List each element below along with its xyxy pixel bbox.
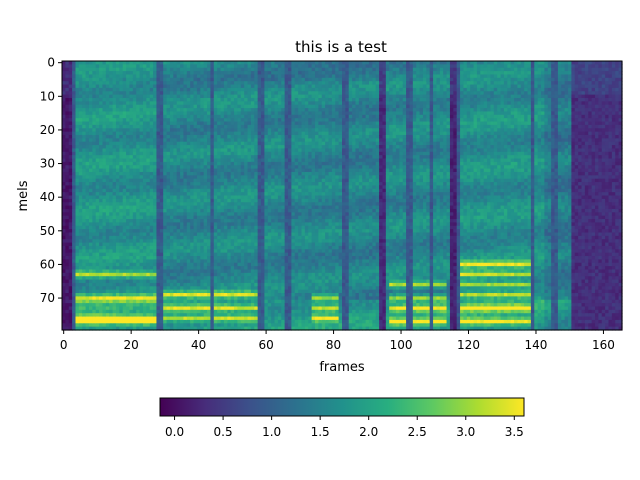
plot-frame [61,60,623,331]
y-tick-label: 60 [40,257,55,271]
x-tick-label: 100 [390,338,413,352]
colorbar [159,397,525,417]
y-tick-label: 10 [40,89,55,103]
y-tick-label: 0 [47,56,55,70]
colorbar-tick-label: 1.0 [262,425,281,439]
x-tick-label: 0 [60,338,68,352]
y-tick-label: 20 [40,123,55,137]
y-axis-label: mels [16,180,31,211]
x-axis-label: frames [319,360,365,375]
y-tick-label: 40 [40,190,55,204]
colorbar-tick-label: 0.0 [165,425,184,439]
chart-title: this is a test [295,38,387,56]
x-tick-label: 160 [592,338,615,352]
colorbar-tick-label: 3.5 [505,425,524,439]
x-axis-ticks: 0 20 40 60 80 100 120 140 160 [60,330,615,352]
y-tick-label: 30 [40,157,55,171]
y-axis-ticks: 0 10 20 30 40 50 60 70 [40,56,62,305]
colorbar-tick-label: 1.5 [311,425,330,439]
x-tick-label: 80 [326,338,341,352]
x-tick-label: 140 [525,338,548,352]
x-tick-label: 120 [457,338,480,352]
y-tick-label: 70 [40,291,55,305]
colorbar-ticks: 0.0 0.5 1.0 1.5 2.0 2.5 3.0 3.5 [165,416,524,439]
colorbar-tick-label: 2.0 [359,425,378,439]
y-tick-label: 50 [40,224,55,238]
x-tick-label: 40 [191,338,206,352]
x-tick-label: 20 [124,338,139,352]
colorbar-tick-label: 2.5 [408,425,427,439]
colorbar-tick-label: 0.5 [214,425,233,439]
x-tick-label: 60 [258,338,273,352]
colorbar-tick-label: 3.0 [456,425,475,439]
heatmap-cells [62,61,623,331]
